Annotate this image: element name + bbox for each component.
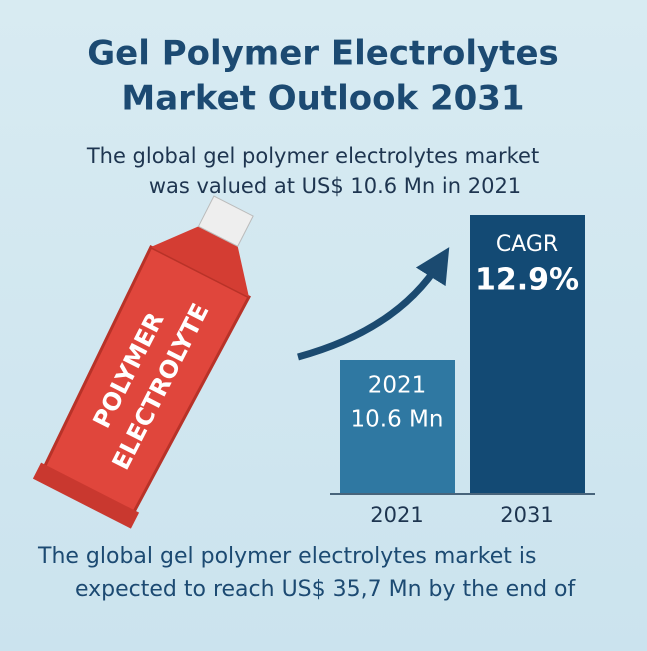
axis-label: 2031 (500, 503, 553, 527)
tube-illustration: POLYMER ELECTROLYTE (32, 195, 254, 529)
tube-crimp (32, 462, 140, 529)
bar-2021 (340, 360, 455, 493)
title: Market Outlook 2031 (121, 79, 524, 119)
footer-text: The global gel polymer electrolytes mark… (37, 544, 536, 569)
bar-2031 (470, 215, 585, 493)
bar-label: CAGR (496, 232, 558, 257)
bar-value: 12.9% (475, 263, 579, 298)
tube-shoulder (150, 226, 249, 297)
title: Gel Polymer Electrolytes (87, 34, 558, 74)
axis-label: 2021 (370, 503, 423, 527)
intro-text: The global gel polymer electrolytes mark… (86, 144, 539, 168)
growth-arrow (297, 247, 450, 361)
bar-label: 2021 (368, 373, 427, 399)
footer-text: expected to reach US$ 35,7 Mn by the end… (75, 577, 576, 602)
tube-cap (197, 195, 254, 248)
intro-text: was valued at US$ 10.6 Mn in 2021 (149, 174, 521, 198)
bar-value: 10.6 Mn (351, 407, 444, 433)
